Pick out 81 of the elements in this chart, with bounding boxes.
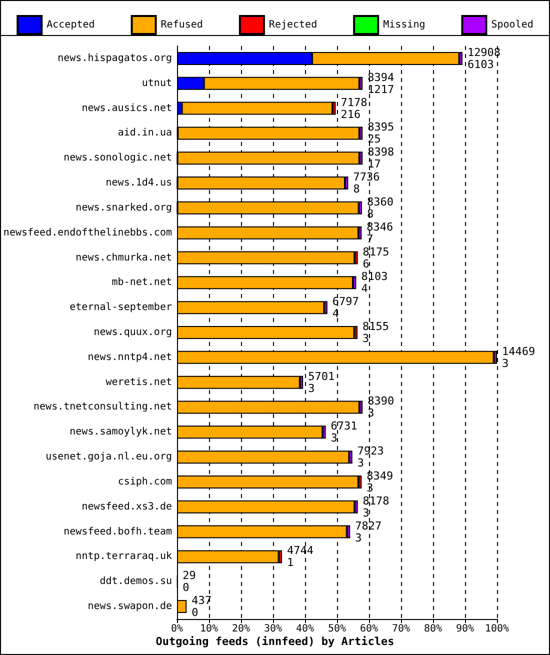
x-tick-label: 50% xyxy=(328,624,346,634)
y-tick-label: mb-net.net xyxy=(112,277,172,288)
annotation: 8395 xyxy=(368,120,394,134)
annotation: 4744 xyxy=(286,544,314,558)
annotation: 7827 xyxy=(355,519,382,532)
annotation: 8103 xyxy=(361,270,388,284)
y-tick-label: csiph.com xyxy=(118,476,172,488)
x-tick-label: 10% xyxy=(200,624,218,634)
legend-label: Spooled xyxy=(491,20,534,30)
annotation: 3 xyxy=(330,432,338,445)
annotation: 8 xyxy=(353,182,360,196)
annotation: 1217 xyxy=(368,82,394,96)
annotation: 8178 xyxy=(362,494,390,508)
annotation: 0 xyxy=(182,581,190,594)
y-tick-label: news.1d4.us xyxy=(106,178,172,189)
legend-label: Refused xyxy=(160,20,203,30)
y-tick-label: news.sonologic.net xyxy=(64,152,172,164)
y-tick-label: news.chmurka.net xyxy=(76,252,172,264)
y-tick-label: news.ausics.net xyxy=(82,102,172,114)
x-tick-label: 70% xyxy=(392,624,410,634)
annotation: 29 xyxy=(182,569,196,582)
annotation: 6103 xyxy=(467,58,494,71)
annotation: 14469 xyxy=(502,344,536,358)
annotation: 8346 xyxy=(366,220,394,234)
y-tick-label: newsfeed.bofh.team xyxy=(64,526,172,538)
y-tick-label: news.hispagatos.org xyxy=(58,52,172,64)
annotation: 8398 xyxy=(368,146,394,159)
annotation: 6797 xyxy=(332,295,359,308)
y-tick-label: news.samoylyk.net xyxy=(70,426,172,438)
annotation: 3 xyxy=(366,481,374,494)
annotation: 3 xyxy=(502,356,509,370)
y-tick-label: nntp.terraraq.uk xyxy=(76,551,172,562)
y-tick-label: usenet.goja.nl.eu.org xyxy=(46,452,172,463)
y-tick-label: newsfeed.xs3.de xyxy=(82,501,172,512)
annotation: 3 xyxy=(362,506,370,520)
annotation: 25 xyxy=(368,132,381,146)
annotation: 8390 xyxy=(368,394,394,408)
annotation: 4 xyxy=(361,282,368,296)
y-tick-label: newsfeed.endofthelinebbs.com xyxy=(3,227,172,238)
y-tick-label: weretis.net xyxy=(106,376,172,388)
y-tick-label: news.tnetconsulting.net xyxy=(34,402,172,413)
annotation: 6731 xyxy=(330,420,358,433)
x-tick-label: 30% xyxy=(264,624,282,634)
text: Outgoing feeds (innfeed) by Articles xyxy=(156,635,394,648)
annotation: 437 xyxy=(192,594,212,608)
x-tick-label: 0% xyxy=(170,624,184,634)
annotation: 8175 xyxy=(362,245,390,258)
annotation: 3 xyxy=(355,531,362,544)
annotation: 8360 xyxy=(366,195,394,208)
annotation: 1 xyxy=(286,556,294,570)
annotation: 3 xyxy=(362,332,370,345)
annotation: 12908 xyxy=(467,46,501,59)
annotation: 7178 xyxy=(340,96,368,109)
annotation: 7923 xyxy=(357,444,384,458)
x-tick-label: 20% xyxy=(232,624,250,634)
x-tick-label: 60% xyxy=(360,624,378,634)
x-tick-label: 100% xyxy=(484,624,510,634)
legend-label: Rejected xyxy=(268,20,318,30)
annotation: 8155 xyxy=(362,320,389,333)
x-tick-label: 40% xyxy=(296,624,314,634)
y-tick-label: utnut xyxy=(142,78,172,89)
y-tick-label: news.quux.org xyxy=(94,327,172,338)
annotation: 7736 xyxy=(353,170,380,184)
annotation: 3 xyxy=(357,456,364,470)
annotation: 6 xyxy=(362,257,370,270)
legend-label: Accepted xyxy=(46,20,95,30)
x-tick-label: 80% xyxy=(424,624,442,634)
annotation: 0 xyxy=(192,606,198,620)
y-tick-label: news.swapon.de xyxy=(88,601,172,612)
y-tick-label: aid.in.ua xyxy=(118,128,172,139)
y-tick-label: eternal-september xyxy=(70,302,172,314)
annotation: 216 xyxy=(340,108,361,121)
annotation: 8394 xyxy=(368,70,394,84)
y-tick-label: news.snarked.org xyxy=(76,202,172,214)
annotation: 3 xyxy=(308,382,315,395)
y-tick-label: ddt.demos.su xyxy=(100,576,172,588)
annotation: 5701 xyxy=(308,370,335,383)
x-tick-label: 90% xyxy=(456,624,474,634)
annotation: 8349 xyxy=(366,469,394,482)
y-tick-label: news.nntp4.net xyxy=(88,352,172,363)
legend-label: Missing xyxy=(383,20,426,30)
